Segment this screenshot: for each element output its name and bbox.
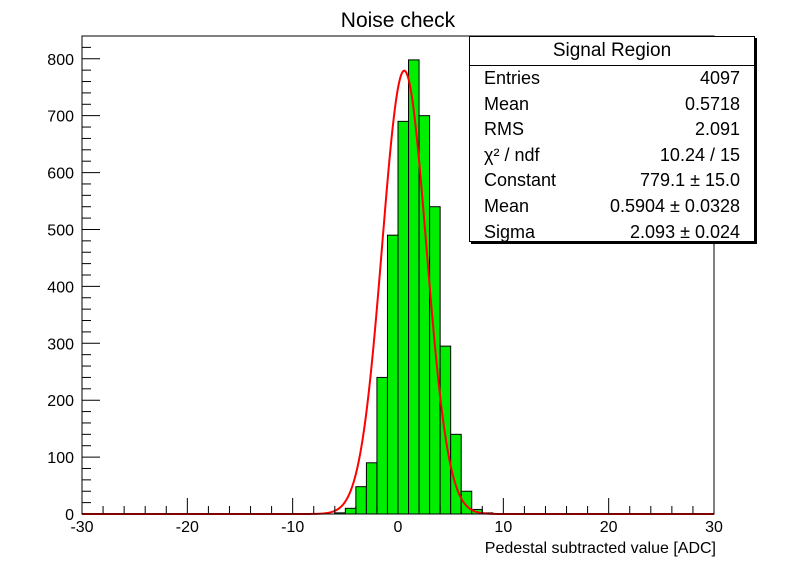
stats-row-mean: Mean 0.5718 [470,92,754,118]
histogram-bar [429,206,441,515]
y-tick-label: 200 [47,393,74,410]
stats-label: Sigma [484,221,536,242]
y-tick-label: 700 [47,109,74,126]
stats-title: Signal Region [470,37,754,66]
stats-label: Constant [484,170,557,191]
histogram-bars [334,59,494,515]
stats-label: Entries [484,68,541,88]
x-tick-label: 10 [494,519,512,536]
y-tick-label: 0 [65,507,74,524]
stats-value: 2.093 ± 0.024 [630,221,740,242]
x-axis-title: Pedestal subtracted value [ADC] [485,540,716,557]
stats-value: 2.091 [694,119,740,140]
stats-value: 779.1 ± 15.0 [640,170,740,191]
histogram-bar [376,376,388,515]
y-tick-label: 400 [47,279,74,296]
histogram-bar [386,234,399,515]
chart-title: Noise check [341,9,456,32]
y-tick-label: 800 [47,52,74,69]
y-tick-label: 100 [47,450,74,467]
stats-label: RMS [484,119,524,140]
y-tick-label: 600 [47,166,74,183]
stats-row-constant: Constant 779.1 ± 15.0 [470,168,754,194]
x-tick-label: -20 [176,519,199,536]
stats-label: Mean [484,195,530,216]
stats-row-entries: Entries 4097 [470,66,754,92]
stats-row-sigma: Sigma 2.093 ± 0.024 [470,220,754,246]
x-tick-label: 20 [600,519,618,536]
stats-value: 0.5904 ± 0.0328 [610,195,740,216]
stats-row-chi2: χ² / ndf 10.24 / 15 [470,143,754,169]
x-tick-label: 30 [705,519,723,536]
stats-label: Mean [484,93,530,114]
histogram-bar [397,120,410,515]
stats-row-fit-mean: Mean 0.5904 ± 0.0328 [470,194,754,220]
x-tick-label: -10 [281,519,304,536]
histogram-bar [408,59,420,515]
stats-value: 10.24 / 15 [659,144,740,165]
y-tick-label: 500 [47,222,74,239]
x-tick-label: 0 [394,519,403,536]
histogram-bar [355,486,367,515]
stats-box: Signal Region Entries 4097 Mean 0.5718 R… [469,36,755,242]
histogram-bar [365,462,378,515]
axes: -30 -20 -10 0 10 20 30010020030040050060070080… [47,35,723,536]
stats-label: χ² / ndf [484,144,540,165]
stats-value: 4097 [699,68,740,88]
y-tick-label: 300 [47,336,74,353]
x-tick-label: -30 [70,519,93,536]
stats-value: 0.5718 [684,93,740,114]
stats-row-rms: RMS 2.091 [470,117,754,143]
histogram-bar [344,507,357,515]
